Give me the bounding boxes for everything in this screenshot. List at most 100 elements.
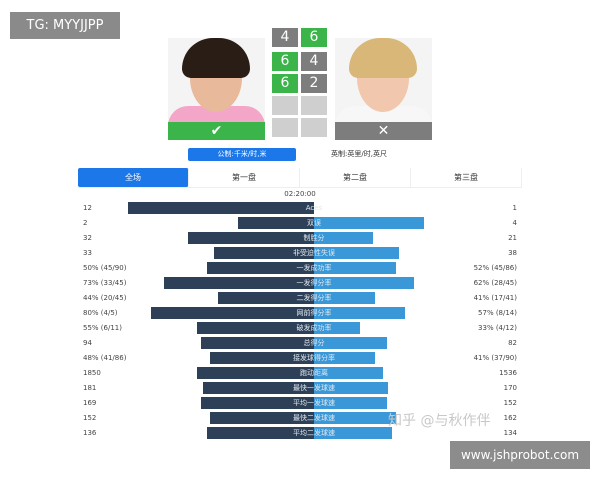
loser-x-icon: ✕ xyxy=(335,122,432,140)
player1-bar xyxy=(214,247,314,259)
stat-row: 94 总得分 82 xyxy=(0,337,600,352)
player1-bar xyxy=(218,292,314,304)
player2-value: 82 xyxy=(508,339,517,347)
player2-value: 1 xyxy=(512,204,517,212)
player2-value: 21 xyxy=(508,234,517,242)
player2-bar xyxy=(314,232,373,244)
player2-bar xyxy=(314,367,383,379)
player2-bar xyxy=(314,292,375,304)
stat-label: 二发得分率 xyxy=(296,294,332,302)
player1-value: 136 xyxy=(83,429,97,437)
player2-set-score: 6 xyxy=(301,28,327,47)
watermark-top: TG: MYYJJPP xyxy=(10,12,120,39)
player1-bar xyxy=(201,337,314,349)
stat-label: 平均一发球速 xyxy=(293,399,335,407)
player1-value: 2 xyxy=(83,219,88,227)
tab-match[interactable]: 全场 xyxy=(78,168,189,187)
player1-value: 169 xyxy=(83,399,97,407)
player2-value: 162 xyxy=(503,414,517,422)
player1-set-score xyxy=(272,118,298,137)
player2-bar xyxy=(314,277,414,289)
player2-bar xyxy=(314,262,396,274)
player1-bar xyxy=(207,427,314,439)
player2-set-score: 2 xyxy=(301,74,327,93)
stat-label: 网前得分率 xyxy=(296,309,332,317)
player1-bar xyxy=(238,217,314,229)
stat-label: 一发成功率 xyxy=(296,264,332,272)
stat-label: 最快二发球速 xyxy=(293,414,335,422)
player1-value: 12 xyxy=(83,204,92,212)
player2-bar xyxy=(314,397,387,409)
player1-bar xyxy=(151,307,314,319)
imperial-units-button[interactable]: 英制:英里/时,英尺 xyxy=(331,150,387,158)
player2-bar xyxy=(314,412,396,424)
stat-label: 制胜分 xyxy=(303,234,325,242)
player2-value: 38 xyxy=(508,249,517,257)
player2-bar xyxy=(314,337,387,349)
watermark-bottom: www.jshprobot.com xyxy=(450,441,590,469)
player2-bar xyxy=(314,307,405,319)
stat-row: 12 Aces 1 xyxy=(0,202,600,217)
player2-bar xyxy=(314,247,399,259)
player1-bar xyxy=(197,367,314,379)
stat-row: 48% (41/86) 接发球得分率 41% (37/90) xyxy=(0,352,600,367)
player1-bar xyxy=(188,232,314,244)
player1-bar xyxy=(207,262,314,274)
player2-value: 57% (8/14) xyxy=(478,309,517,317)
player2-bar xyxy=(314,352,375,364)
stat-label: 一发得分率 xyxy=(296,279,332,287)
player2-value: 134 xyxy=(503,429,517,437)
tab-set-2[interactable]: 第二盘 xyxy=(300,168,411,187)
player2-value: 52% (45/86) xyxy=(473,264,517,272)
metric-units-button[interactable]: 公制:千米/时,米 xyxy=(188,148,296,161)
player1-value: 80% (4/5) xyxy=(83,309,118,317)
watermark-zhihu: 知乎 @与秋作伴 xyxy=(388,413,491,429)
player1-set-score xyxy=(272,96,298,115)
player1-bar xyxy=(197,322,314,334)
player1-photo xyxy=(168,38,265,122)
stat-row: 2 双误 4 xyxy=(0,217,600,232)
player2-bar xyxy=(314,322,360,334)
stat-row: 169 平均一发球速 152 xyxy=(0,397,600,412)
stat-row: 44% (20/45) 二发得分率 41% (17/41) xyxy=(0,292,600,307)
stat-row: 152 最快二发球速 162 xyxy=(0,412,600,427)
player2-bar xyxy=(314,217,424,229)
stat-label: 接发球得分率 xyxy=(293,354,335,362)
player1-set-score: 4 xyxy=(272,28,298,47)
stat-row: 55% (6/11) 破发成功率 33% (4/12) xyxy=(0,322,600,337)
player1-value: 32 xyxy=(83,234,92,242)
match-duration: 02:20:00 xyxy=(284,190,316,198)
stat-row: 1850 跑动距离 1536 xyxy=(0,367,600,382)
stat-label: Aces xyxy=(305,204,323,212)
player2-value: 41% (37/90) xyxy=(473,354,517,362)
player2-bar xyxy=(314,427,392,439)
player2-bar xyxy=(314,382,388,394)
player1-bar xyxy=(128,202,314,214)
winner-check-icon: ✔ xyxy=(168,122,265,140)
player1-value: 1850 xyxy=(83,369,101,377)
tab-set-1[interactable]: 第一盘 xyxy=(189,168,300,187)
set-tabs: 全场 第一盘 第二盘 第三盘 xyxy=(78,168,522,188)
stat-row: 32 制胜分 21 xyxy=(0,232,600,247)
player2-value: 1536 xyxy=(499,369,517,377)
stat-label: 双误 xyxy=(307,219,321,227)
player1-value: 33 xyxy=(83,249,92,257)
stat-row: 80% (4/5) 网前得分率 57% (8/14) xyxy=(0,307,600,322)
player2-value: 62% (28/45) xyxy=(473,279,517,287)
player1-bar xyxy=(203,382,314,394)
stat-row: 73% (33/45) 一发得分率 62% (28/45) xyxy=(0,277,600,292)
player2-value: 33% (4/12) xyxy=(478,324,517,332)
stat-row: 33 非受迫性失误 38 xyxy=(0,247,600,262)
stat-label: 最快一发球速 xyxy=(293,384,335,392)
stat-label: 破发成功率 xyxy=(296,324,332,332)
player2-set-score xyxy=(301,96,327,115)
stat-row: 181 最快一发球速 170 xyxy=(0,382,600,397)
player2-value: 170 xyxy=(503,384,517,392)
stat-row: 136 平均二发球速 134 xyxy=(0,427,600,442)
player1-bar xyxy=(164,277,314,289)
player1-value: 94 xyxy=(83,339,92,347)
stat-label: 跑动距离 xyxy=(300,369,328,377)
player1-bar xyxy=(210,352,314,364)
tab-set-3[interactable]: 第三盘 xyxy=(411,168,522,187)
player2-photo xyxy=(335,38,432,122)
